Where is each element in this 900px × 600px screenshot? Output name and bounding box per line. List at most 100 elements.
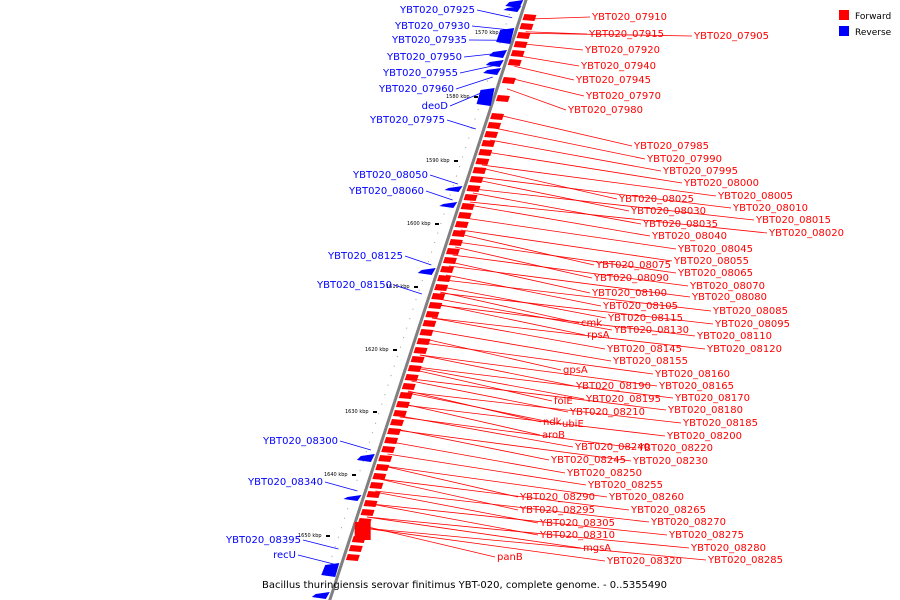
leader-line	[506, 88, 567, 111]
leader-line	[452, 254, 689, 287]
leader-line	[486, 151, 683, 184]
leader-line	[477, 179, 630, 212]
forward-gene-label: YBT020_07985	[633, 141, 709, 152]
reverse-gene-label: YBT020_07925	[399, 5, 475, 16]
reverse-gene	[485, 60, 504, 67]
forward-gene-label: YBT020_08040	[651, 231, 727, 242]
tick-label: 1630 kbp	[345, 409, 369, 415]
forward-gene	[472, 167, 487, 174]
leader-line	[383, 465, 608, 498]
forward-gene	[369, 482, 384, 489]
forward-gene	[389, 419, 404, 426]
forward-gene	[454, 221, 469, 228]
leader-line	[404, 255, 432, 266]
genome-backbone	[317, 0, 528, 600]
forward-gene-label: YBT020_08100	[591, 288, 667, 299]
forward-gene	[398, 392, 413, 399]
leader-line	[525, 31, 588, 35]
forward-gene	[463, 194, 478, 201]
forward-gene	[431, 293, 446, 300]
leader-line	[391, 441, 566, 474]
legend-reverse-label: Reverse	[855, 28, 892, 38]
forward-gene	[448, 239, 463, 246]
leader-line	[363, 527, 606, 562]
leader-line	[415, 366, 674, 399]
leader-line	[366, 516, 582, 549]
leader-line	[366, 516, 690, 549]
leader-line	[425, 338, 562, 371]
forward-gene	[375, 464, 390, 471]
forward-gene-label: YBT020_08220	[637, 443, 713, 454]
tick-mark	[373, 411, 377, 413]
reverse-gene-label: YBT020_07930	[394, 21, 470, 32]
forward-gene	[487, 122, 502, 129]
reverse-gene	[444, 186, 463, 192]
forward-gene-label: YBT020_07945	[575, 75, 651, 86]
reverse-gene-label: deoD	[422, 101, 449, 112]
forward-gene	[466, 185, 481, 192]
forward-gene-label: YBT020_08090	[593, 273, 669, 284]
forward-gene	[381, 446, 396, 453]
forward-gene	[425, 311, 440, 318]
forward-gene-label: YBT020_08095	[714, 319, 790, 330]
forward-gene	[469, 176, 484, 183]
forward-gene	[475, 158, 490, 165]
leader-line	[431, 317, 606, 350]
forward-gene	[404, 374, 419, 381]
leader-line	[431, 317, 706, 350]
forward-gene-label: YBT020_08115	[607, 313, 683, 324]
leader-line	[403, 404, 666, 437]
reverse-gene	[343, 495, 362, 501]
forward-gene	[363, 500, 378, 507]
forward-gene-label: YBT020_08030	[630, 206, 706, 217]
reverse-gene-label: YBT020_08125	[327, 251, 403, 262]
forward-gene	[354, 522, 371, 540]
forward-gene-label: cmk	[581, 318, 602, 329]
forward-gene-label: YBT020_08165	[658, 381, 734, 392]
leader-line	[464, 217, 677, 250]
genome-caption: Bacillus thuringiensis serovar finitimus…	[262, 580, 667, 591]
forward-gene-label: YBT020_08285	[707, 555, 783, 566]
leader-line	[371, 503, 668, 536]
forward-gene-label: YBT020_08320	[606, 556, 682, 567]
forward-gene-label: YBT020_08045	[677, 244, 753, 255]
forward-gene	[416, 338, 431, 345]
forward-gene-label: YBT020_08200	[666, 431, 742, 442]
forward-gene	[510, 50, 525, 57]
forward-gene	[457, 212, 472, 219]
reverse-gene-label: YBT020_08300	[262, 436, 338, 447]
leader-line	[460, 229, 673, 262]
leader-line	[446, 119, 476, 130]
tick-mark	[474, 96, 478, 98]
reverse-gene	[488, 50, 507, 58]
leader-line	[472, 192, 642, 225]
forward-gene-label: YBT020_08260	[608, 492, 684, 503]
reverse-gene-label: YBT020_08060	[348, 186, 424, 197]
forward-gene-label: YBT020_08155	[612, 356, 688, 367]
leader-line	[339, 440, 371, 451]
forward-gene-label: YBT020_08085	[712, 306, 788, 317]
reverse-gene	[503, 6, 522, 12]
forward-gene-label: YBT020_08075	[595, 260, 671, 271]
forward-gene	[392, 410, 407, 417]
forward-gene-label: YBT020_07995	[662, 166, 738, 177]
forward-gene	[481, 140, 496, 147]
leader-line	[387, 453, 587, 486]
leader-line	[455, 76, 493, 90]
leader-line	[474, 188, 755, 221]
forward-gene	[372, 473, 387, 480]
forward-gene	[384, 437, 399, 444]
forward-gene-label: YBT020_07910	[591, 12, 667, 23]
forward-gene-label: folE	[554, 396, 573, 407]
forward-gene	[519, 23, 534, 30]
leader-line	[436, 304, 696, 337]
forward-gene-label: mgsA	[583, 543, 611, 554]
forward-gene-label: YBT020_08195	[585, 394, 661, 405]
forward-gene	[440, 266, 455, 273]
forward-gene-label: YBT020_08280	[690, 543, 766, 554]
forward-gene-label: YBT020_07915	[588, 29, 664, 40]
reverse-gene-label: YBT020_07960	[378, 84, 454, 95]
reverse-gene-label: YBT020_07955	[382, 68, 458, 79]
forward-gene-label: YBT020_08105	[602, 301, 678, 312]
forward-gene	[378, 455, 393, 462]
